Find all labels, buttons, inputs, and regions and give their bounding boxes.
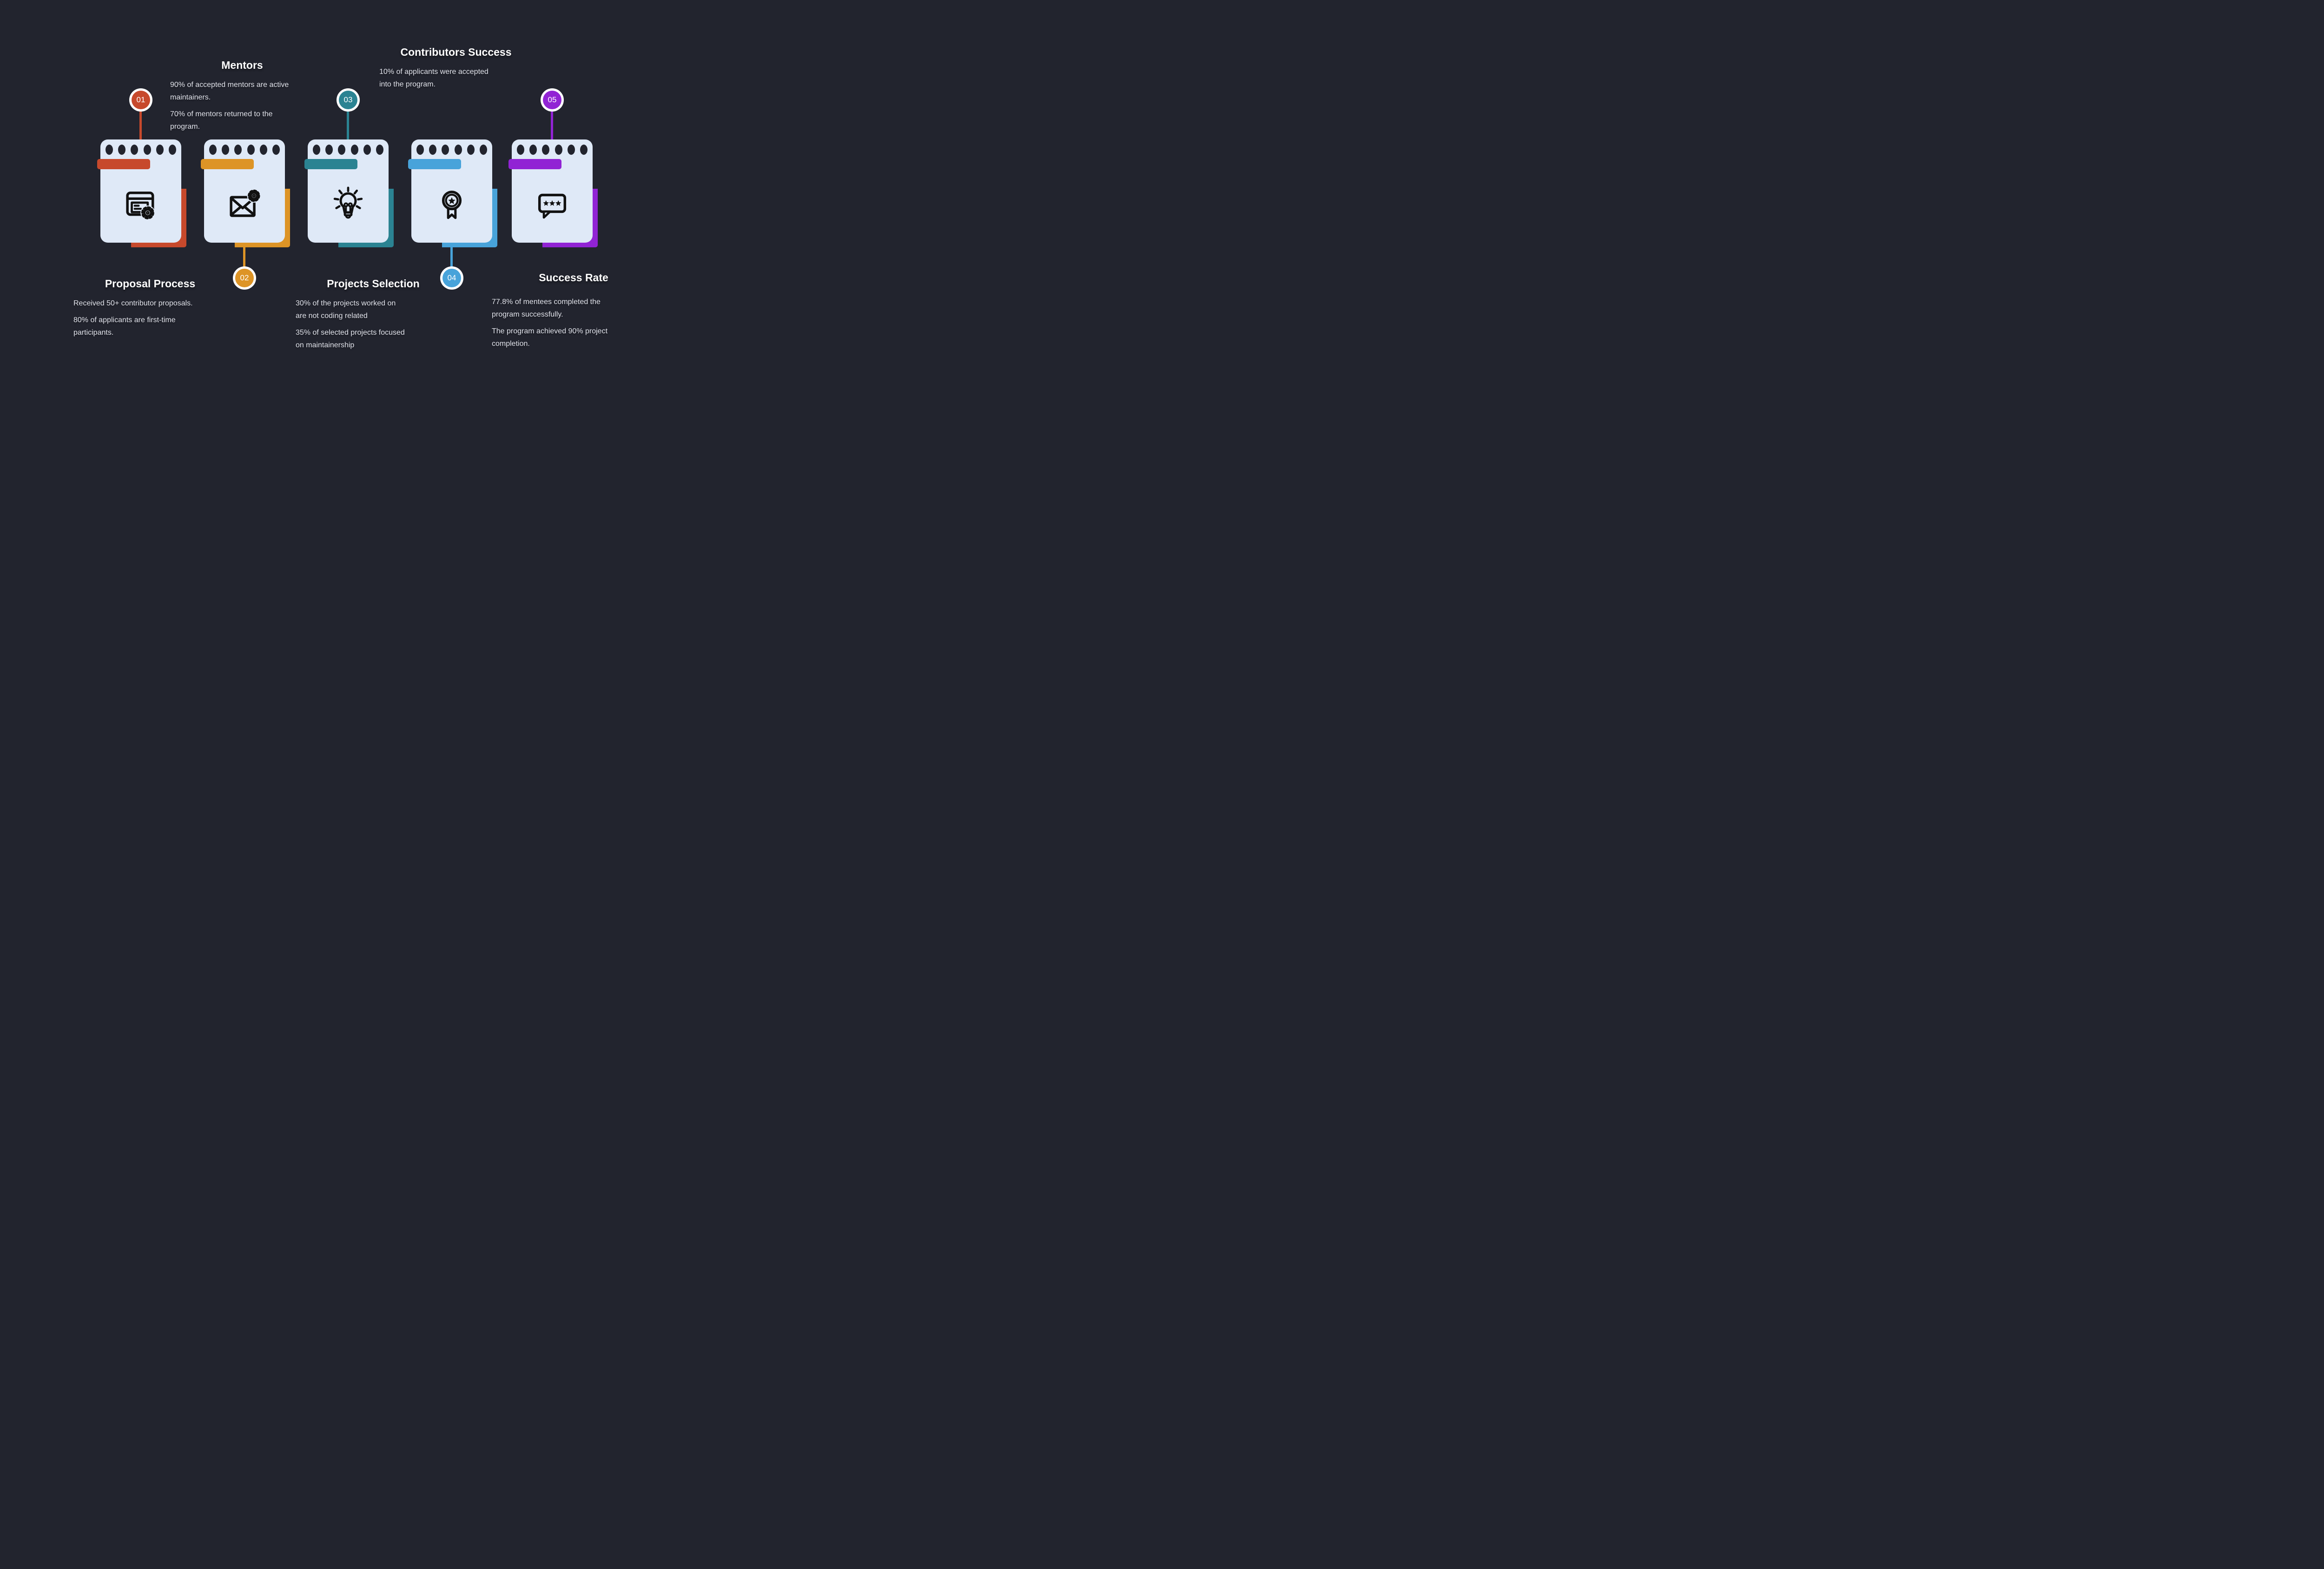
- hole-dot: [555, 145, 562, 155]
- note-card: [304, 139, 389, 243]
- hole-dot: [363, 145, 371, 155]
- connector-line: [450, 241, 453, 270]
- notebook-holes: [313, 145, 383, 155]
- mail-gear-icon: [226, 186, 263, 222]
- text-block-contributors-success: Contributors Success 10% of applicants w…: [379, 46, 533, 91]
- hole-dot: [234, 145, 242, 155]
- step-column-contributors-success: 04: [408, 0, 497, 392]
- step-title: Mentors: [221, 59, 263, 71]
- text-block-proposal-process: Proposal Process Received 50+ contributo…: [73, 278, 227, 339]
- hole-dot: [168, 145, 176, 155]
- notebook-holes: [209, 145, 280, 155]
- hole-dot: [338, 145, 346, 155]
- connector-line: [139, 100, 142, 141]
- hole-dot: [222, 145, 230, 155]
- hole-dot: [454, 145, 462, 155]
- hole-dot: [479, 145, 487, 155]
- hole-dot: [313, 145, 320, 155]
- infographic-canvas: 01: [0, 0, 697, 392]
- step-number: 04: [442, 269, 461, 287]
- hole-dot: [259, 145, 267, 155]
- note-card: [97, 139, 181, 243]
- step-number: 02: [235, 269, 254, 287]
- hole-dot: [376, 145, 383, 155]
- hole-dot: [416, 145, 424, 155]
- hole-dot: [156, 145, 164, 155]
- card-color-tab: [201, 159, 254, 169]
- step-column-projects-selection: 03: [304, 0, 394, 392]
- step-paragraph: 77.8% of mentees completed the program s…: [492, 298, 601, 318]
- hole-dot: [106, 145, 113, 155]
- step-number-badge: 04: [440, 266, 463, 290]
- note-card: [201, 139, 285, 243]
- step-column-proposal-process: 01: [97, 0, 186, 392]
- step-number-badge: 02: [233, 266, 256, 290]
- hole-dot: [567, 145, 575, 155]
- connector-line: [347, 100, 349, 141]
- hole-dot: [350, 145, 358, 155]
- hole-dot: [272, 145, 280, 155]
- note-card: [508, 139, 593, 243]
- step-number-badge: 05: [541, 88, 564, 112]
- hole-dot: [517, 145, 524, 155]
- connector-line: [551, 100, 553, 141]
- browser-gear-icon: [123, 186, 159, 222]
- step-number: 01: [132, 91, 150, 109]
- step-paragraph: 10% of applicants were accepted into the…: [379, 68, 489, 88]
- step-paragraph: 35% of selected projects focused on main…: [296, 329, 405, 349]
- step-paragraph: Received 50+ contributor proposals.: [73, 299, 193, 307]
- hole-dot: [529, 145, 537, 155]
- connector-line: [243, 241, 245, 270]
- notebook-holes: [517, 145, 588, 155]
- step-title: Contributors Success: [400, 46, 512, 58]
- hole-dot: [467, 145, 475, 155]
- card-color-tab: [97, 159, 150, 169]
- hole-dot: [209, 145, 217, 155]
- hole-dot: [542, 145, 550, 155]
- hole-dot: [143, 145, 151, 155]
- hole-dot: [325, 145, 333, 155]
- hole-dot: [580, 145, 588, 155]
- note-card: [408, 139, 492, 243]
- text-block-mentors: Mentors 90% of accepted mentors are acti…: [170, 59, 314, 133]
- step-paragraph: 30% of the projects worked on are not co…: [296, 299, 396, 320]
- card-color-tab: [408, 159, 461, 169]
- notebook-holes: [416, 145, 487, 155]
- step-number-badge: 01: [129, 88, 152, 112]
- step-paragraph: 70% of mentors returned to the program.: [170, 110, 273, 131]
- step-title: Projects Selection: [327, 278, 420, 290]
- card-color-tab: [304, 159, 357, 169]
- hole-dot: [247, 145, 255, 155]
- text-block-projects-selection: Projects Selection 30% of the projects w…: [296, 278, 451, 351]
- step-title: Proposal Process: [105, 278, 196, 290]
- step-column-mentors: 02: [201, 0, 290, 392]
- card-color-tab: [508, 159, 561, 169]
- step-number: 03: [339, 91, 357, 109]
- step-column-success-rate: 05: [508, 0, 598, 392]
- lightbulb-icon: [330, 186, 366, 222]
- step-number: 05: [543, 91, 561, 109]
- feedback-stars-icon: [534, 186, 570, 222]
- hole-dot: [442, 145, 449, 155]
- text-block-success-rate: Success Rate 77.8% of mentees completed …: [492, 271, 655, 350]
- step-paragraph: The program achieved 90% project complet…: [492, 327, 608, 348]
- step-title: Success Rate: [539, 271, 608, 284]
- hole-dot: [131, 145, 139, 155]
- step-paragraph: 90% of accepted mentors are active maint…: [170, 81, 289, 101]
- step-paragraph: 80% of applicants are first-time partici…: [73, 316, 176, 337]
- hole-dot: [118, 145, 126, 155]
- hole-dot: [429, 145, 437, 155]
- award-badge-icon: [434, 186, 470, 222]
- notebook-holes: [106, 145, 176, 155]
- step-number-badge: 03: [337, 88, 360, 112]
